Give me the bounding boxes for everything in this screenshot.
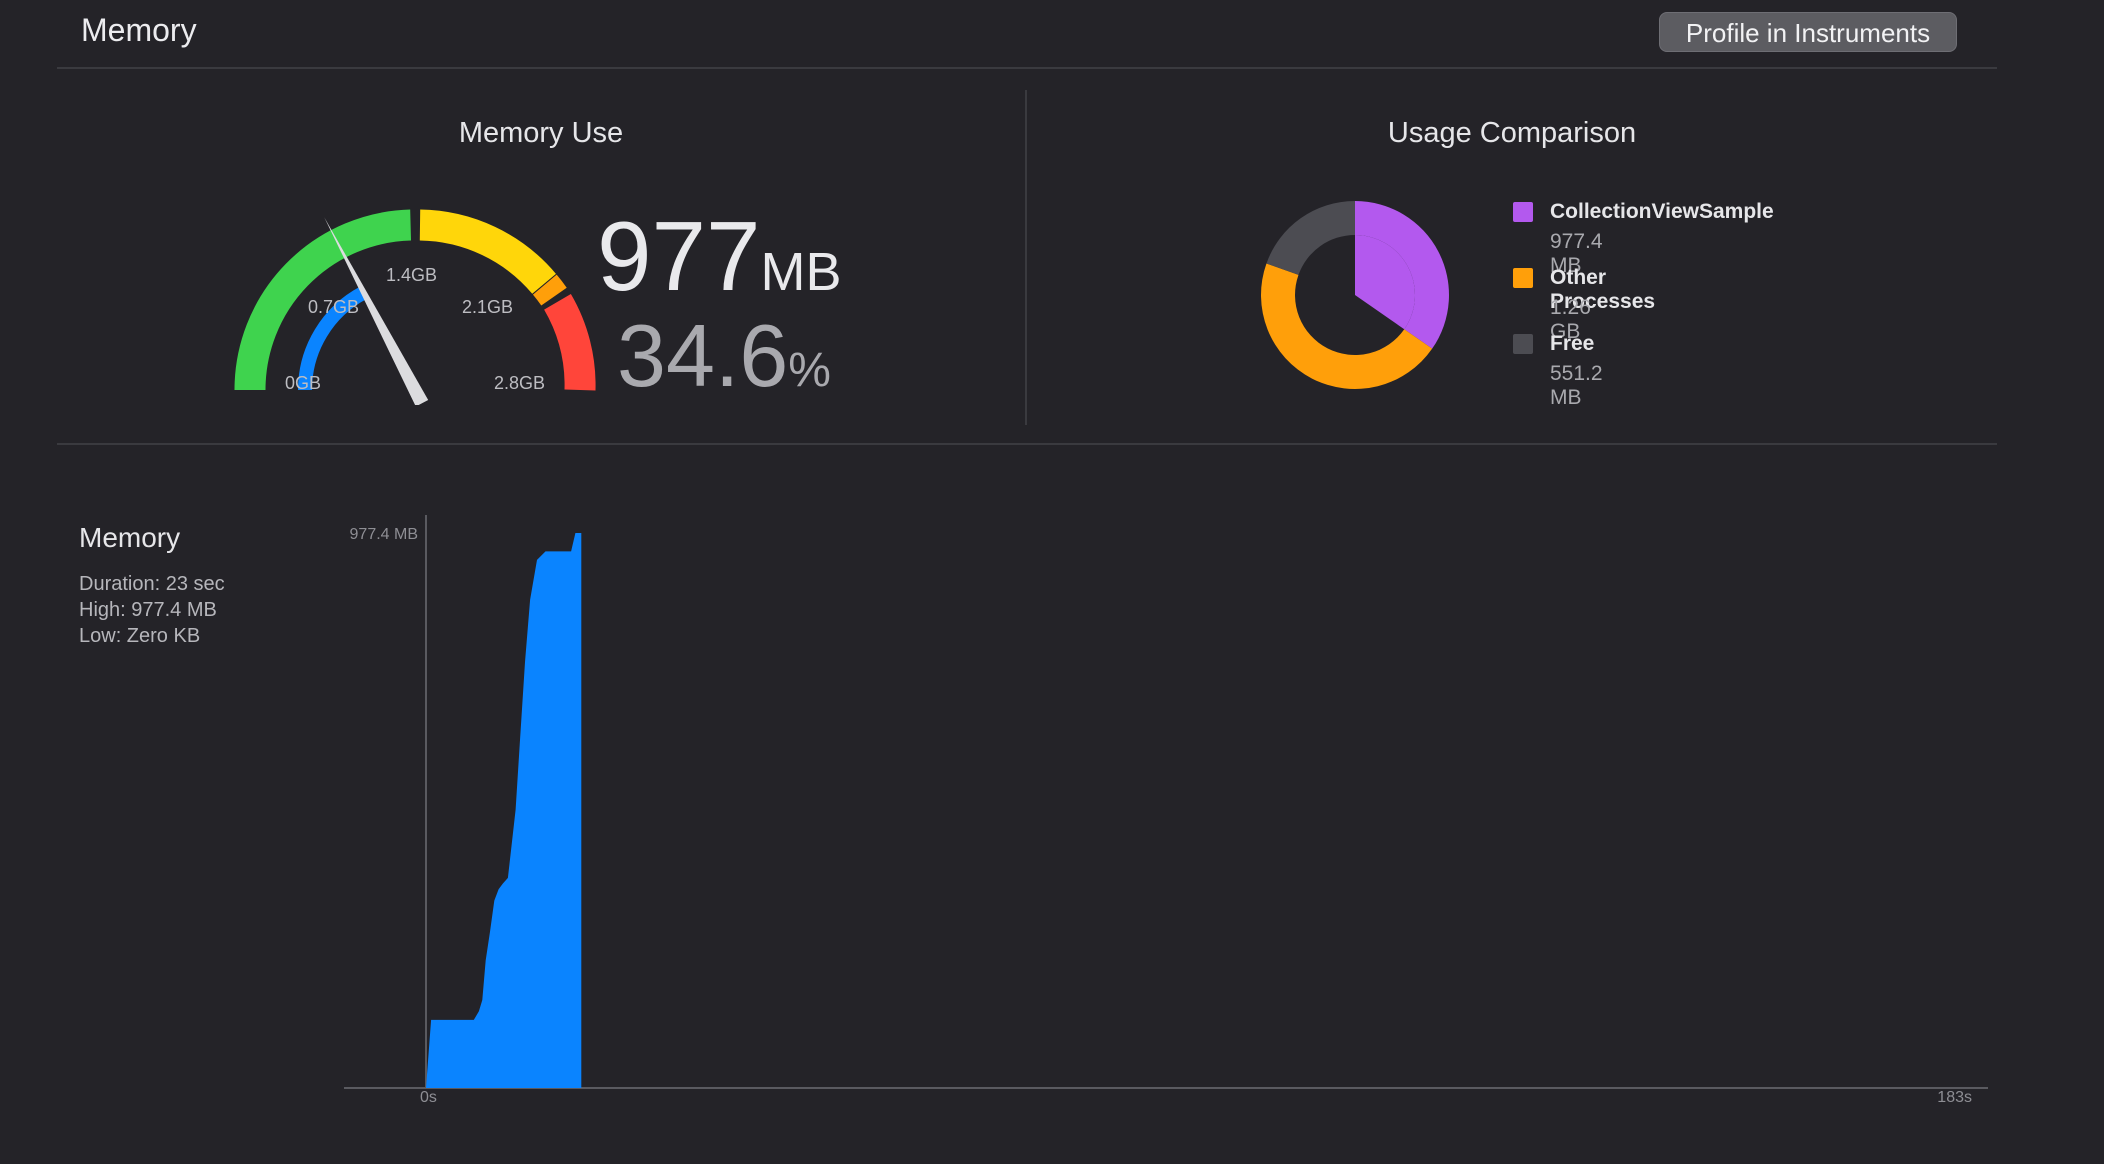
memory-use-title: Memory Use <box>458 117 624 149</box>
profile-in-instruments-button[interactable]: Profile in Instruments <box>1659 12 1957 52</box>
memory-unit: MB <box>760 242 842 302</box>
donut-slice-free <box>1266 201 1355 275</box>
x-end-label: 183s <box>1937 1089 1972 1106</box>
gauge-label-0: 0GB <box>285 373 321 393</box>
legend-name: Free <box>1550 332 1595 355</box>
gauge-needle <box>324 217 429 405</box>
legend-value: 551.2 MB <box>1550 362 1603 409</box>
gauge-arc-orange <box>532 274 567 306</box>
legend-value: 977.4 MB <box>1550 230 1603 277</box>
gauge-label-2: 1.4GB <box>386 265 437 285</box>
memory-area-series <box>426 533 582 1088</box>
memory-percent-unit: % <box>788 344 831 397</box>
gauge-label-3: 2.1GB <box>462 297 513 317</box>
legend-swatch-other-processes <box>1513 268 1533 288</box>
gauge-label-1: 0.7GB <box>308 297 359 317</box>
memory-value-row: 977MB <box>597 200 842 313</box>
gauge-arc-red <box>543 293 596 391</box>
memory-value: 977 <box>597 201 761 311</box>
memory-area-chart: 977.4 MB 0s 183s <box>344 515 1988 1106</box>
legend-swatch-collectionviewsample <box>1513 202 1533 222</box>
graph-duration: Duration: 23 sec <box>79 573 225 595</box>
header-divider <box>57 67 1997 69</box>
memory-percent-row: 34.6% <box>617 305 831 407</box>
graph-title: Memory <box>79 522 181 553</box>
page-title: Memory <box>81 12 197 48</box>
legend-value: 1.26 GB <box>1550 296 1591 343</box>
graph-high: High: 977.4 MB <box>79 599 217 621</box>
donut-slice-collectionviewsample <box>1355 201 1449 349</box>
legend-name: CollectionViewSample <box>1550 200 1774 223</box>
graph-low: Low: Zero KB <box>79 625 201 647</box>
gauge-arc-green <box>234 209 412 391</box>
y-max-label: 977.4 MB <box>350 526 418 543</box>
donut-slice-collectionviewsample-center <box>1355 235 1415 330</box>
gauge-label-4: 2.8GB <box>494 373 545 393</box>
donut-slice-other-processes <box>1261 263 1433 389</box>
memory-percent: 34.6 <box>617 306 789 405</box>
memory-gauge: 0GB 0.7GB 1.4GB 2.1GB 2.8GB <box>234 209 596 405</box>
gauge-arc-outer <box>234 209 596 391</box>
usage-donut-chart <box>1261 201 1449 389</box>
gauge-arc-yellow <box>419 209 556 295</box>
usage-comparison-title: Usage Comparison <box>1387 117 1637 149</box>
panel-divider <box>1025 90 1027 425</box>
legend-name: Other Processes <box>1550 266 1656 313</box>
gauge-usage-arc <box>298 286 368 391</box>
x-start-label: 0s <box>420 1089 437 1106</box>
legend-swatch-free <box>1513 334 1533 354</box>
section-divider <box>57 443 1997 445</box>
